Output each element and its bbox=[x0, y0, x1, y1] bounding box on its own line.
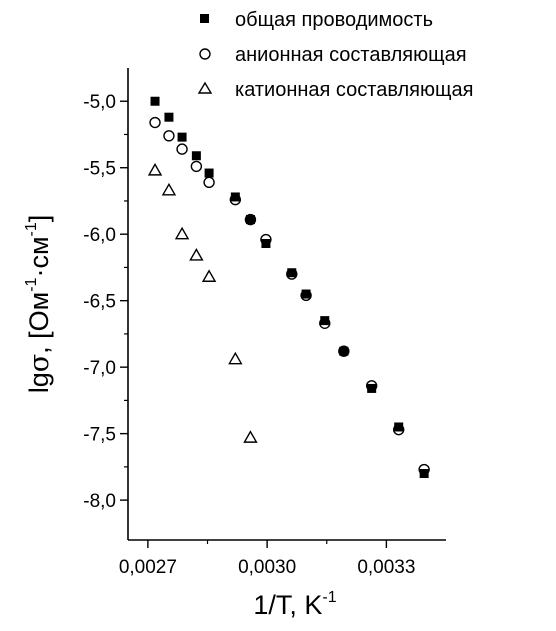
data-points bbox=[147, 96, 430, 479]
data-point-total bbox=[164, 112, 174, 122]
data-point-anion bbox=[163, 130, 175, 142]
y-axis-title-mid2: ·см bbox=[24, 236, 54, 277]
data-point-total bbox=[301, 289, 311, 299]
axes bbox=[127, 68, 446, 541]
data-point-total bbox=[150, 96, 160, 106]
legend-label-total: общая проводимость bbox=[235, 9, 433, 31]
y-tick-label: -6,0 bbox=[83, 225, 116, 246]
x-axis-title-sup: -1 bbox=[322, 589, 336, 606]
data-point-anion bbox=[149, 116, 161, 129]
data-point-cation bbox=[243, 430, 258, 443]
y-tick-label: -5,5 bbox=[83, 159, 116, 180]
data-point-anion bbox=[203, 176, 215, 189]
tick-labels: -5,0 -5,5 -6,0 -6,5 -7,0 -7,5 -8,0 0,0027 0,0030… bbox=[83, 92, 415, 578]
data-point-anion bbox=[229, 193, 242, 206]
y-axis-title: lgσ, [Ом-1·см-1] bbox=[23, 215, 55, 394]
data-point-cation bbox=[147, 162, 163, 176]
data-point-total bbox=[191, 151, 201, 161]
data-point-anion bbox=[365, 380, 378, 392]
y-tick-label: -7,0 bbox=[83, 358, 116, 379]
data-point-cation bbox=[174, 226, 190, 240]
data-point-anion bbox=[260, 233, 272, 246]
data-point-cation bbox=[161, 182, 177, 196]
x-axis-title: 1/T, K-1 bbox=[253, 589, 336, 620]
data-point-anion bbox=[300, 289, 312, 302]
data-point-anion bbox=[418, 463, 430, 476]
y-axis-title-sigma: σ bbox=[24, 354, 55, 372]
y-tick-label: -6,5 bbox=[83, 292, 116, 313]
legend-marker-cation bbox=[197, 81, 213, 94]
data-point-total bbox=[261, 239, 271, 249]
data-point-total bbox=[419, 469, 429, 479]
legend-label-anion: анионная составляющая bbox=[235, 44, 467, 66]
data-point-cation bbox=[228, 351, 243, 365]
data-point-total bbox=[204, 168, 214, 178]
x-tick-label: 0,0030 bbox=[238, 557, 296, 578]
data-point-total bbox=[230, 192, 240, 202]
data-point-total bbox=[394, 422, 404, 432]
data-point-total bbox=[339, 346, 349, 356]
data-point-anion bbox=[176, 143, 188, 155]
y-tick-label: -5,0 bbox=[83, 92, 116, 113]
data-point-total bbox=[177, 132, 187, 142]
data-point-anion bbox=[392, 423, 405, 436]
data-point-anion bbox=[286, 268, 298, 280]
data-point-anion bbox=[338, 345, 350, 357]
legend-marker-anion bbox=[199, 48, 211, 60]
data-point-cation bbox=[201, 269, 217, 282]
ticks bbox=[120, 100, 388, 548]
data-point-total bbox=[320, 316, 330, 326]
y-axis-title-prefix: lg bbox=[24, 372, 54, 393]
data-point-anion bbox=[319, 317, 331, 329]
y-axis-title-suffix: ] bbox=[24, 215, 54, 223]
y-tick-label: -8,0 bbox=[83, 491, 116, 512]
data-point-anion bbox=[244, 213, 257, 226]
legend-marker-total bbox=[200, 14, 209, 23]
x-tick-label: 0,0033 bbox=[357, 557, 415, 578]
y-axis-title-sup1: -1 bbox=[23, 277, 40, 291]
legend-label-cation: катионная составляющая bbox=[235, 79, 473, 101]
data-point-total bbox=[367, 383, 377, 393]
y-tick-label: -7,5 bbox=[83, 425, 116, 446]
legend: общая проводимость анионная составляющая… bbox=[197, 9, 473, 101]
data-point-cation bbox=[189, 248, 204, 261]
x-tick-label: 0,0027 bbox=[119, 557, 177, 578]
data-point-total bbox=[287, 268, 297, 278]
y-axis-title-sup2: -1 bbox=[23, 222, 40, 236]
data-point-anion bbox=[190, 160, 203, 173]
data-point-total bbox=[245, 215, 255, 225]
y-axis-title-mid1: , [Ом bbox=[24, 292, 54, 354]
x-axis-title-main: 1/T, K bbox=[253, 590, 322, 620]
